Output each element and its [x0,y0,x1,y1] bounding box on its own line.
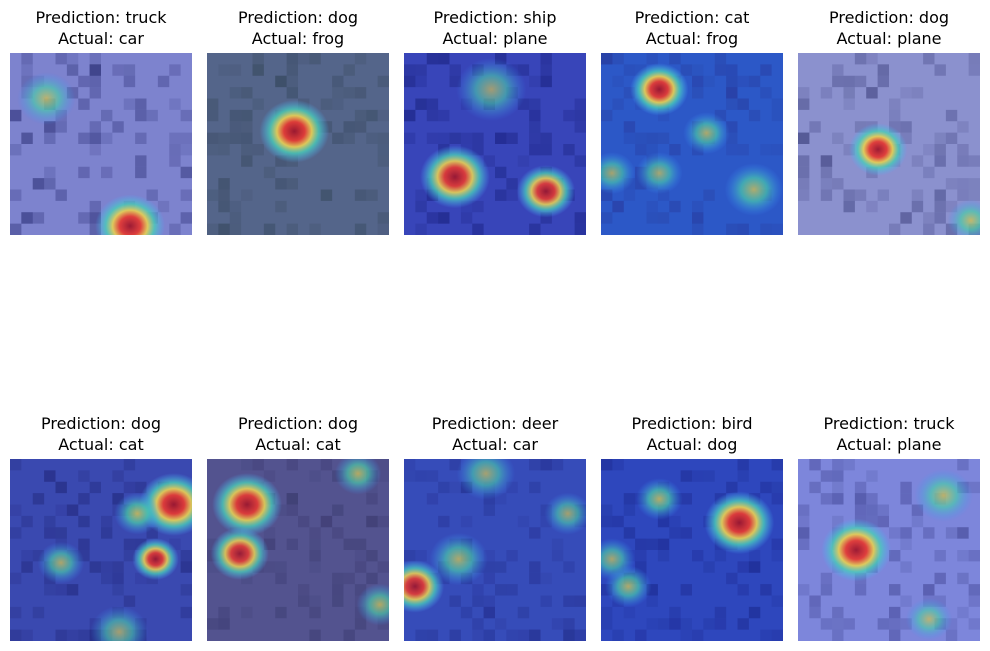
actual-label: Actual: car [58,29,144,48]
prediction-label: Prediction: deer [431,414,559,433]
gradcam-heatmap-image [207,53,389,235]
gradcam-heatmap-image [601,53,783,235]
gradcam-heatmap-image [207,459,389,641]
prediction-label: Prediction: truck [823,414,955,433]
gradcam-heatmap-image [404,459,586,641]
actual-label: Actual: cat [255,435,341,454]
gradcam-heatmap-image [798,53,980,235]
gradcam-heatmap-image [798,459,980,641]
actual-label: Actual: frog [645,29,739,48]
prediction-label: Prediction: bird [631,414,753,433]
gradcam-heatmap-image [601,459,783,641]
gradcam-heatmap-image [10,53,192,235]
prediction-label: Prediction: cat [634,8,750,27]
actual-label: Actual: cat [58,435,144,454]
gradcam-heatmap-image [404,53,586,235]
prediction-label: Prediction: dog [828,8,950,27]
actual-label: Actual: plane [836,435,942,454]
prediction-label: Prediction: dog [237,8,359,27]
actual-label: Actual: frog [251,29,345,48]
actual-label: Actual: plane [442,29,548,48]
gradcam-heatmap-image [10,459,192,641]
actual-label: Actual: plane [836,29,942,48]
prediction-label: Prediction: ship [433,8,557,27]
prediction-label: Prediction: dog [237,414,359,433]
prediction-label: Prediction: dog [40,414,162,433]
actual-label: Actual: dog [646,435,738,454]
actual-label: Actual: car [452,435,538,454]
prediction-label: Prediction: truck [35,8,167,27]
